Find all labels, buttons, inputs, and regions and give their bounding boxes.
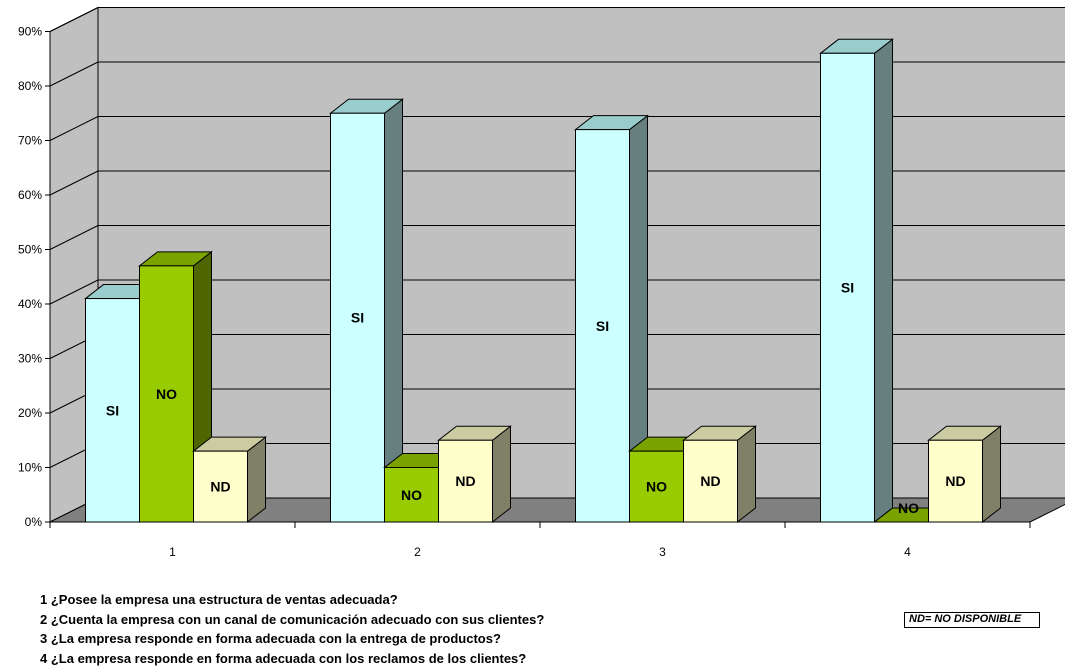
y-tick-label: 40% <box>18 297 42 311</box>
data-label-ND: ND <box>455 473 475 489</box>
nd-legend-box: ND= NO DISPONIBLE <box>904 612 1040 628</box>
x-tick-label: 2 <box>414 545 421 559</box>
x-tick-label: 1 <box>169 545 176 559</box>
y-tick-label: 60% <box>18 188 42 202</box>
bar-ND-2: ND <box>437 425 512 524</box>
data-label-ND: ND <box>700 473 720 489</box>
bar-side <box>982 425 1001 524</box>
bar-front <box>683 439 738 523</box>
x-tick-label: 4 <box>904 545 911 559</box>
data-label-ND: ND <box>210 479 230 495</box>
bar-NO-1: NO <box>138 250 213 524</box>
data-label-NO: NO <box>156 386 177 402</box>
bar-front <box>193 450 248 523</box>
note-4: 4 ¿La empresa responde en forma adecuada… <box>40 650 527 666</box>
data-label-ND: ND <box>945 473 965 489</box>
y-tick-label: 90% <box>18 25 42 39</box>
gridline-side <box>49 116 99 141</box>
bar-front <box>330 112 385 523</box>
bar-front <box>575 129 630 523</box>
gridline-side <box>49 61 99 87</box>
data-label-NO: NO <box>401 487 422 503</box>
bar-side <box>492 425 511 524</box>
y-tick-label: 10% <box>18 461 42 475</box>
gridline-side <box>49 170 99 196</box>
bar-side <box>874 38 893 524</box>
bar-front <box>629 450 684 523</box>
note-2: 2 ¿Cuenta la empresa con un canal de com… <box>40 611 545 627</box>
y-tick-label: 80% <box>18 79 42 93</box>
chart: SI NO ND SI NO ND SI NO ND SI NO ND 0% 10% 20% 30% 40% 5… <box>18 6 1065 560</box>
data-label-SI: SI <box>596 318 609 334</box>
gridline-side <box>49 279 99 305</box>
data-label-SI: SI <box>106 402 119 418</box>
data-label-SI: SI <box>351 310 364 326</box>
bar-front <box>85 298 140 523</box>
bar-front <box>384 467 439 523</box>
bar-SI-2: SI <box>329 98 404 524</box>
bar-side <box>247 436 266 524</box>
bar-ND-4: ND <box>927 425 1002 524</box>
note-1: 1 ¿Posee la empresa una estructura de ve… <box>40 592 398 607</box>
data-label-SI: SI <box>841 280 854 296</box>
gridline-side <box>49 7 99 32</box>
bars: SI NO ND SI NO ND SI NO ND SI NO ND <box>84 38 1002 524</box>
note-3: 3 ¿La empresa responde en forma adecuada… <box>40 631 501 646</box>
bar-front <box>438 439 493 523</box>
bar-side <box>737 425 756 524</box>
y-tick-label: 20% <box>18 406 42 420</box>
y-tick-label: 50% <box>18 243 42 257</box>
bar-ND-1: ND <box>192 436 267 524</box>
y-tick-label: 70% <box>18 134 42 148</box>
question-notes: 1 ¿Posee la empresa una estructura de ve… <box>40 590 544 668</box>
bar-SI-3: SI <box>574 114 649 524</box>
data-label-NO: NO <box>898 500 919 516</box>
bar-ND-3: ND <box>682 425 757 524</box>
bar-front <box>139 265 194 523</box>
gridline-side <box>49 225 99 250</box>
data-label-NO: NO <box>646 479 667 495</box>
x-tick-label: 3 <box>659 545 666 559</box>
bar-front <box>820 52 875 523</box>
y-tick-label: 0% <box>25 515 43 529</box>
y-tick-label: 30% <box>18 352 42 366</box>
tick-labels: 0% 10% 20% 30% 40% 50% 60% 70% 80% 90% 1 2 3 4 <box>18 25 911 560</box>
bar-SI-4: SI <box>819 38 894 524</box>
bar-front <box>928 439 983 523</box>
